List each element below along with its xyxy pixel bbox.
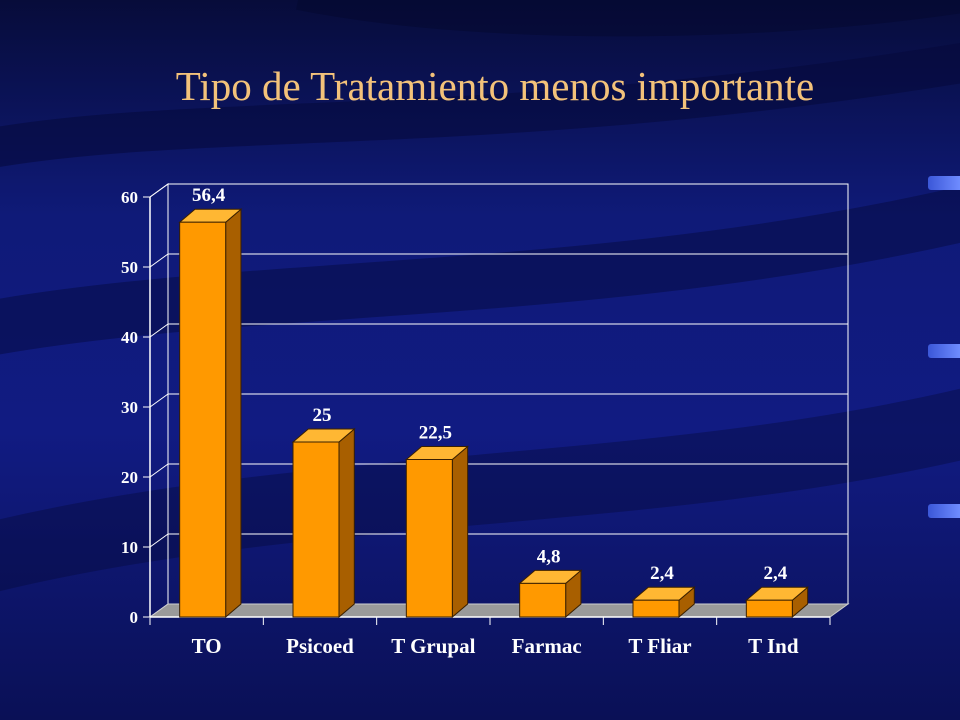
x-category-label: T Ind (748, 634, 799, 658)
gridline-side (149, 463, 169, 478)
x-category-label: T Fliar (628, 634, 691, 658)
right-edge-accent (928, 176, 960, 190)
bar-side (225, 208, 242, 619)
y-tick-label: 10 (121, 538, 138, 557)
right-edge-accent (928, 504, 960, 518)
y-tick-label: 60 (121, 188, 138, 207)
slide-title: Tipo de Tratamiento menos importante (175, 63, 815, 109)
bar (292, 441, 340, 618)
bar (632, 599, 680, 618)
gridline-side (149, 183, 169, 198)
data-label: 4,8 (537, 546, 561, 567)
gridline-side (149, 253, 169, 268)
x-category-label: Psicoed (286, 634, 354, 658)
data-label: 2,4 (763, 563, 787, 584)
x-category-label: T Grupal (391, 634, 475, 658)
bar (519, 582, 567, 618)
y-tick-label: 0 (130, 608, 139, 627)
x-category-label: TO (192, 634, 222, 658)
bar (179, 221, 227, 618)
data-label: 2,4 (650, 563, 674, 584)
y-tick-label: 20 (121, 468, 138, 487)
bar-side (338, 427, 355, 619)
data-label: 22,5 (419, 423, 452, 444)
plot-floor (148, 603, 850, 618)
data-label: 25 (313, 405, 332, 426)
x-category-label: Farmac (512, 634, 582, 658)
gridline-side (149, 393, 169, 408)
bar-side (451, 445, 469, 619)
bar (745, 599, 793, 618)
bar (405, 459, 453, 618)
gridline-side (149, 323, 169, 338)
y-tick-label: 30 (121, 398, 138, 417)
gridline-side (149, 533, 169, 548)
data-label: 56,4 (192, 185, 226, 206)
y-tick-label: 50 (121, 258, 138, 277)
right-edge-accent (928, 344, 960, 358)
y-tick-label: 40 (121, 328, 138, 347)
